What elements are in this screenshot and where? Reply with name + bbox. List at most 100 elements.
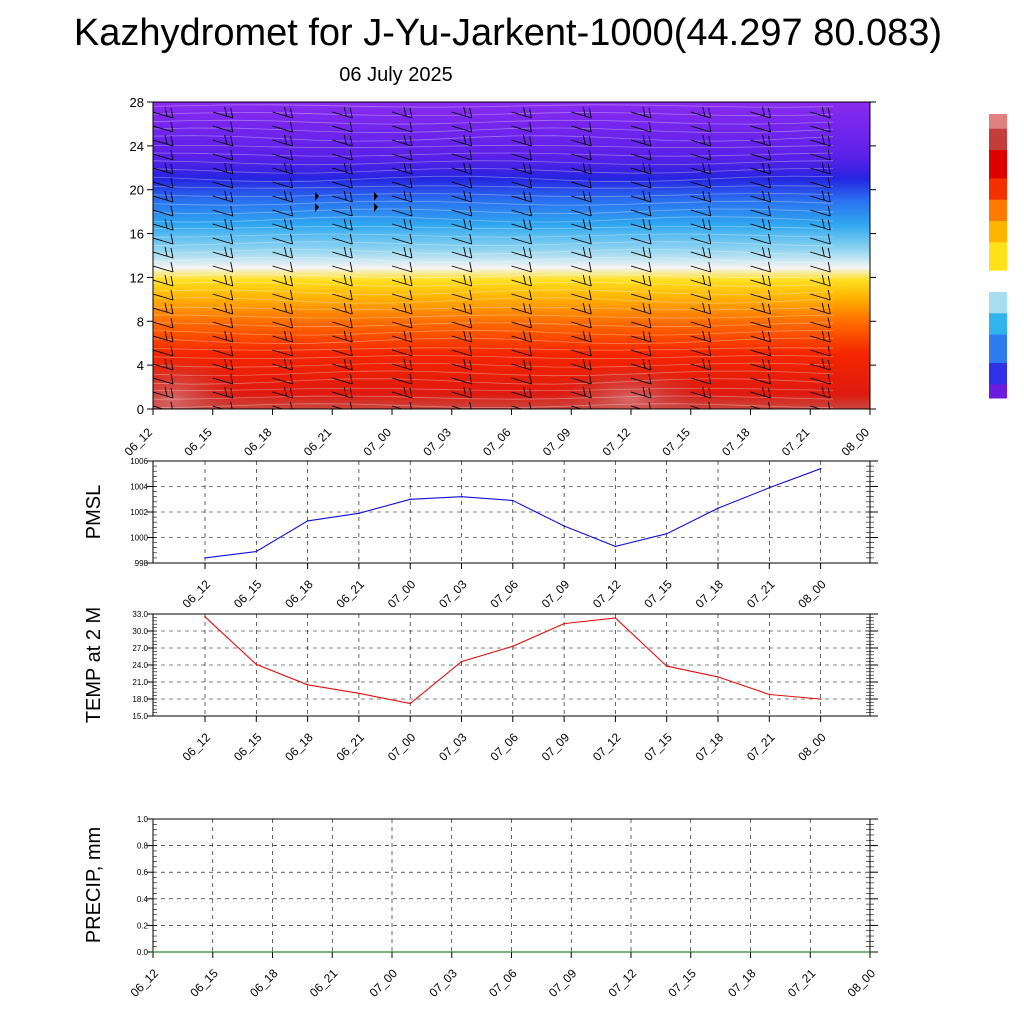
wind-barb	[212, 233, 234, 245]
wind-barb	[630, 401, 651, 409]
y-tick-label: 1000	[130, 534, 148, 543]
contour-line	[153, 160, 834, 166]
wind-barb	[272, 274, 293, 287]
wind-barb	[869, 308, 870, 309]
x-tick-label: 07_03	[436, 577, 470, 611]
contour-line	[153, 175, 834, 183]
wind-barb	[451, 205, 473, 217]
wind-barb	[869, 112, 870, 113]
y-tick-label: 33.0	[132, 610, 148, 619]
data-point	[510, 951, 513, 953]
wind-barb	[332, 289, 353, 301]
wind-barb	[153, 177, 174, 189]
wind-barb	[332, 317, 353, 329]
wind-barb	[212, 177, 234, 189]
precip-panel: 0.0 0.2 0.4 0.6 0.8 1.0 06_12 06_15 06_18 06_21 07…	[83, 815, 878, 1000]
colorbar-segment	[989, 362, 1007, 371]
data-point	[211, 951, 214, 953]
wind-barb	[332, 134, 353, 147]
data-point	[570, 951, 573, 953]
contour-line	[153, 127, 834, 134]
x-tick-label: 07_12	[590, 730, 624, 764]
wind-barb	[212, 330, 234, 343]
contour-line	[153, 355, 834, 360]
wind-barb	[690, 373, 712, 385]
x-tick-label: 07_15	[665, 966, 699, 1000]
wind-barb	[391, 218, 413, 231]
wind-pennant	[374, 192, 378, 201]
contour-line	[153, 200, 834, 206]
wind-barb	[810, 134, 831, 147]
y-tick-label: 8	[137, 314, 144, 329]
wind-barb	[511, 386, 532, 399]
wind-barb	[451, 330, 473, 343]
colorbar-segment	[989, 312, 1007, 321]
x-tick-label: 07_18	[693, 730, 727, 764]
wind-barb	[690, 218, 712, 231]
wind-barb	[332, 274, 353, 287]
wind-barb	[212, 106, 234, 119]
x-tick-label: 07_03	[436, 730, 470, 764]
wind-barb	[630, 190, 652, 203]
wind-barb	[511, 302, 532, 315]
colorbar-segment	[989, 248, 1007, 257]
wind-barb	[451, 345, 473, 357]
contour-line	[153, 387, 834, 392]
wind-barb	[451, 261, 473, 273]
wind-barb	[511, 246, 532, 259]
x-tick-label: 08_00	[795, 577, 829, 611]
x-tick-label: 07_09	[539, 730, 573, 764]
wind-barb	[153, 274, 174, 287]
x-tick-label: 06_12	[128, 966, 162, 1000]
wind-barb	[571, 218, 592, 231]
colorbar-segment	[989, 369, 1007, 378]
wind-barb	[810, 261, 831, 273]
temp2m-panel: 15.0 18.0 21.0 24.0 27.0 30.0 33.0 06_12 06_15 06…	[83, 607, 878, 764]
colorbar-segment	[989, 185, 1007, 193]
x-tick-label: 07_18	[719, 425, 753, 459]
data-point	[204, 557, 206, 559]
wind-barb	[391, 274, 413, 287]
wind-barb	[571, 134, 592, 147]
y-tick-label: 0.8	[137, 842, 149, 851]
wind-barb	[869, 280, 870, 281]
contour-line	[153, 370, 834, 377]
wind-barb	[750, 345, 771, 357]
wind-barb	[869, 266, 870, 267]
x-tick-label: 07_12	[600, 425, 634, 459]
wind-barb	[212, 121, 234, 133]
wind-barb	[332, 190, 353, 203]
wind-barb	[511, 345, 532, 357]
wind-barb	[750, 317, 771, 329]
x-tick-label: 07_06	[487, 577, 521, 611]
wind-barb	[212, 190, 234, 203]
wind-barb	[391, 358, 413, 371]
wind-barb	[272, 358, 293, 371]
y-tick-label: 0.2	[137, 921, 149, 930]
wind-barb	[630, 373, 652, 385]
data-point	[768, 693, 771, 696]
wind-barb	[391, 289, 413, 301]
colorbar-segment	[989, 284, 1007, 292]
wind-pennant	[315, 192, 319, 201]
warm-core-right	[550, 364, 710, 409]
x-tick-label: 06_18	[282, 730, 316, 764]
wind-barb	[750, 149, 771, 161]
colorbar-segment	[989, 121, 1007, 129]
wind-barb	[511, 190, 532, 203]
wind-barb	[690, 149, 712, 161]
x-tick-label: 08_00	[839, 425, 873, 459]
contour-line	[153, 274, 834, 279]
x-tick-label: 06_15	[181, 425, 215, 459]
wind-barb	[750, 274, 771, 287]
colorbar-segment	[989, 355, 1007, 363]
wind-barb	[630, 358, 652, 371]
contour-line	[153, 193, 834, 198]
wind-barb	[511, 218, 532, 231]
y-tick-label: 18.0	[132, 695, 148, 704]
wind-barb	[810, 190, 831, 203]
wind-barb	[810, 274, 831, 287]
wind-barb	[272, 149, 293, 161]
wind-barb	[750, 289, 771, 301]
wind-barb	[451, 246, 473, 259]
